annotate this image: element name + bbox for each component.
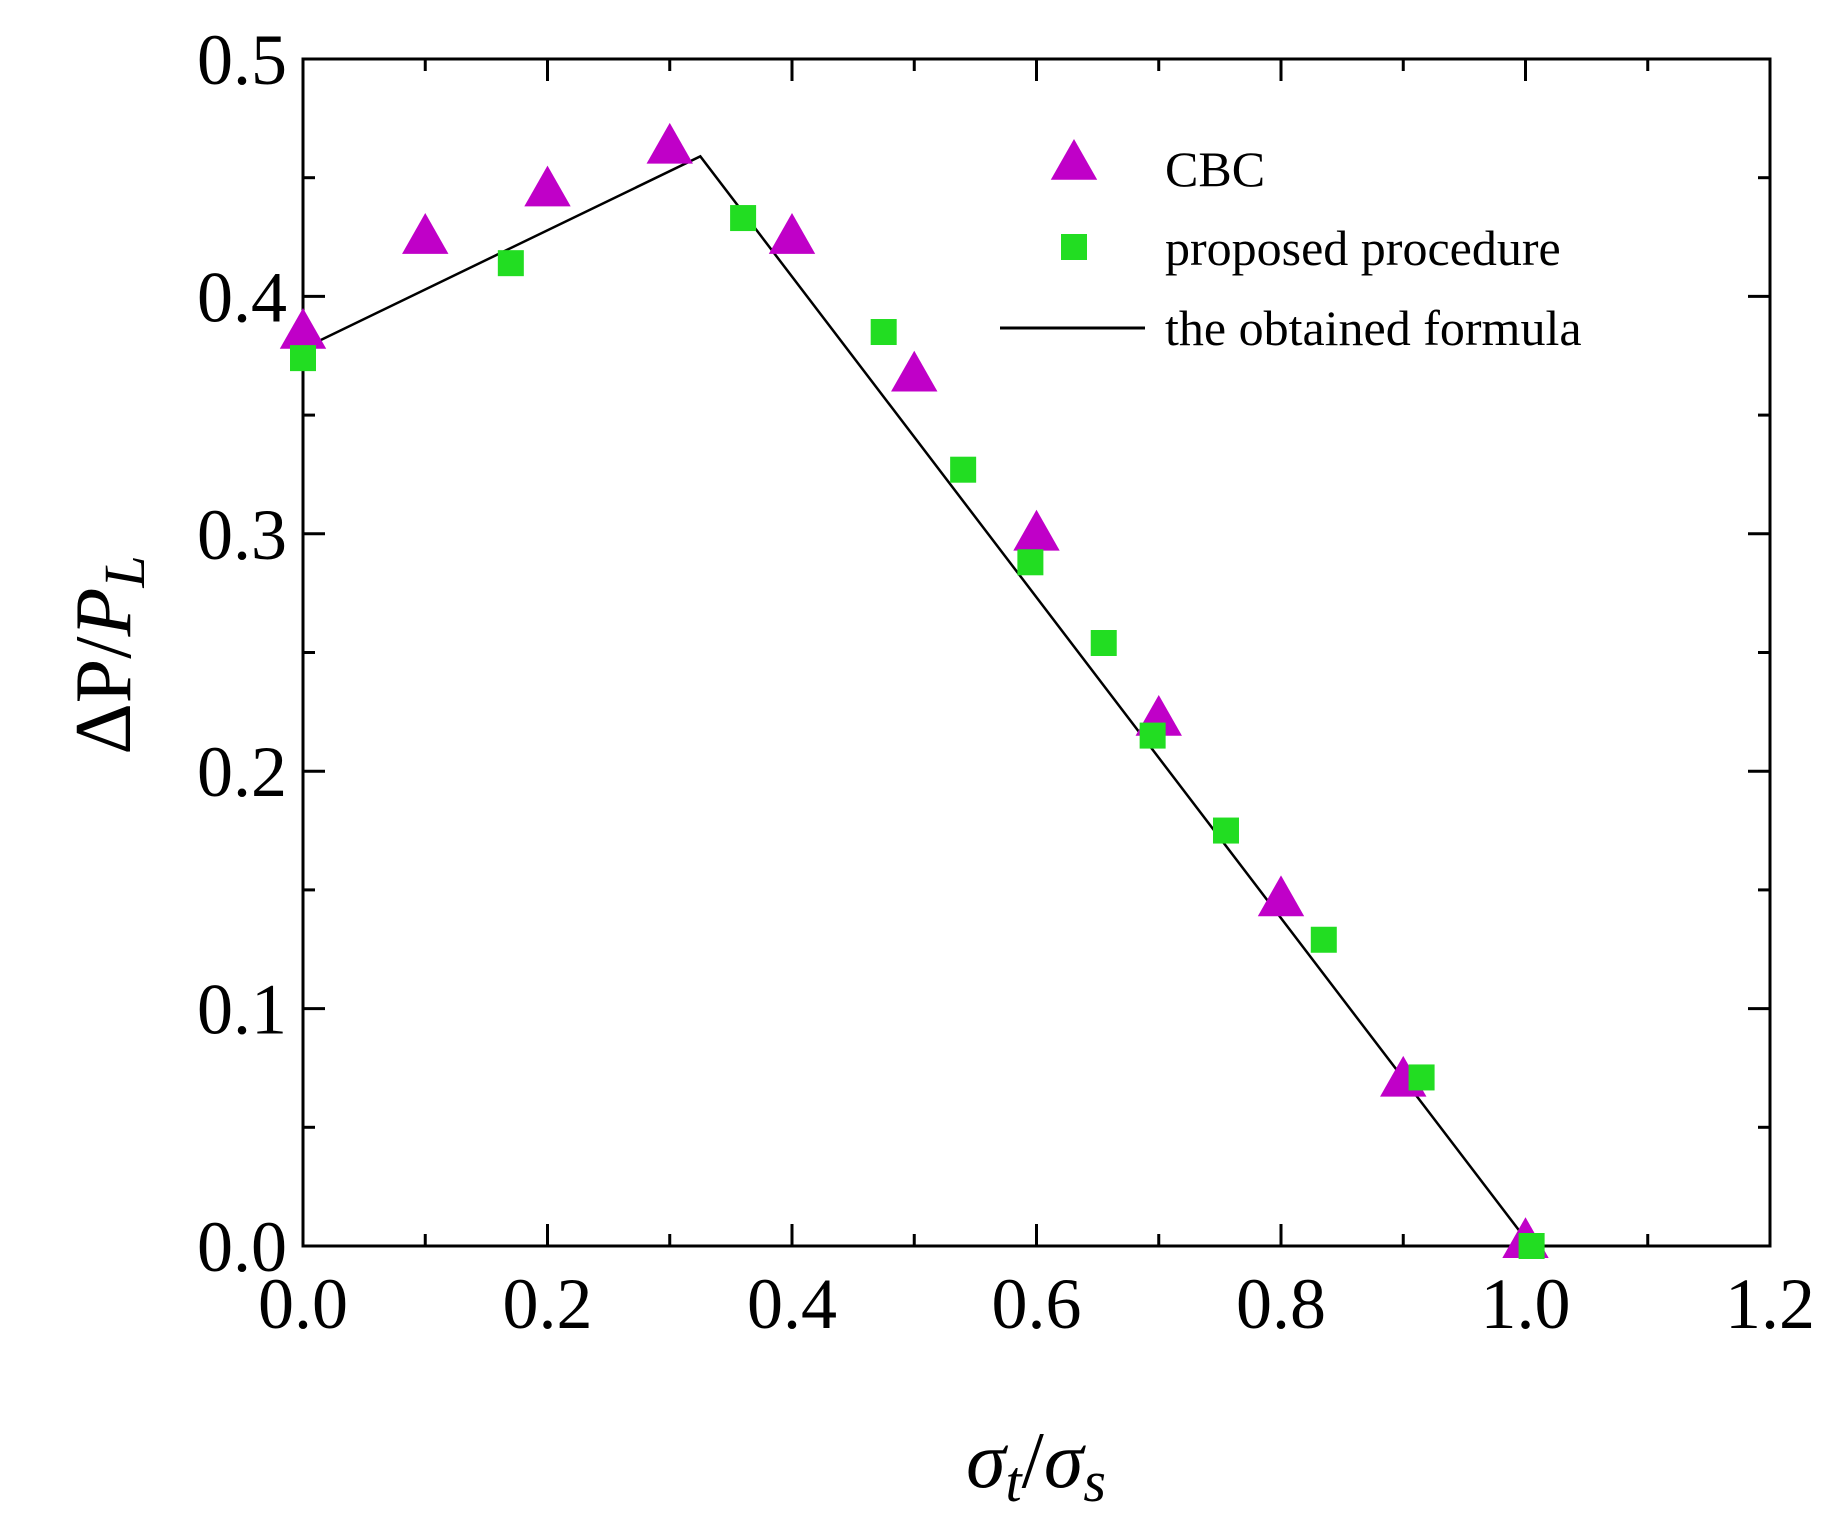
x-tick-label: 0.8 bbox=[1236, 1264, 1326, 1344]
y-axis-label: ΔP/PL bbox=[60, 555, 157, 754]
axis-tick-labels: 0.0 0.2 0.4 0.6 0.8 1.0 1.2 0.0 0.1 0.2 0.3 0.4 0.5 bbox=[197, 20, 1815, 1344]
proposed-point bbox=[1017, 549, 1044, 576]
x-tick-label: 0.0 bbox=[258, 1264, 348, 1344]
x-tick-label: 1.2 bbox=[1725, 1264, 1815, 1344]
proposed-point bbox=[730, 205, 757, 232]
legend-square-marker bbox=[1061, 234, 1087, 260]
proposed-point bbox=[1212, 817, 1239, 844]
cbc-point bbox=[891, 350, 938, 392]
y-tick-label: 0.0 bbox=[197, 1207, 287, 1287]
proposed-point bbox=[1310, 926, 1337, 953]
proposed-point bbox=[1090, 630, 1117, 657]
proposed-point bbox=[1518, 1233, 1545, 1259]
y-tick-label: 0.3 bbox=[197, 495, 287, 575]
y-tick-label: 0.1 bbox=[197, 970, 287, 1050]
y-tick-label: 0.4 bbox=[197, 257, 287, 337]
proposed-point bbox=[870, 319, 897, 346]
data-markers bbox=[279, 122, 1549, 1259]
proposed-point bbox=[290, 345, 316, 372]
x-tick-label: 1.0 bbox=[1481, 1264, 1571, 1344]
y-tick-label: 0.2 bbox=[197, 732, 287, 812]
cbc-point bbox=[279, 308, 327, 349]
proposed-point bbox=[1408, 1064, 1435, 1091]
cbc-point bbox=[646, 122, 693, 164]
cbc-point bbox=[1013, 509, 1060, 551]
cbc-point bbox=[768, 213, 816, 254]
formula-line bbox=[302, 154, 1527, 1240]
axis-ticks bbox=[301, 57, 1772, 1248]
legend: CBC proposed procedure the obtained form… bbox=[1000, 139, 1582, 356]
proposed-point bbox=[497, 250, 524, 277]
proposed-point bbox=[950, 456, 977, 483]
cbc-point bbox=[402, 213, 449, 254]
legend-formula-label: the obtained formula bbox=[1165, 300, 1582, 356]
cbc-point bbox=[1257, 875, 1305, 917]
legend-triangle-marker bbox=[1050, 139, 1098, 180]
proposed-point bbox=[1139, 722, 1166, 749]
y-tick-label: 0.5 bbox=[197, 20, 287, 100]
x-tick-label: 0.2 bbox=[503, 1264, 593, 1344]
legend-proposed-label: proposed procedure bbox=[1165, 220, 1561, 276]
x-tick-label: 0.6 bbox=[992, 1264, 1082, 1344]
cbc-point bbox=[524, 165, 571, 207]
legend-cbc-label: CBC bbox=[1165, 141, 1265, 197]
x-axis-label: σt/σs bbox=[966, 1417, 1106, 1513]
x-tick-label: 0.4 bbox=[747, 1264, 837, 1344]
